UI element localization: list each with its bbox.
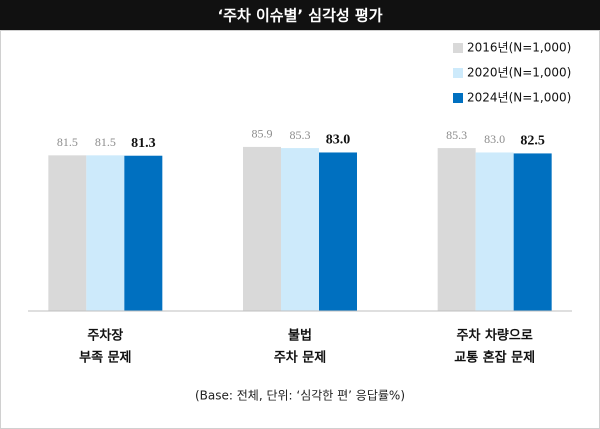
title-bar: [0, 0, 600, 30]
x-tick-label: 주차 문제: [274, 350, 326, 366]
value-label: 83.0: [326, 133, 351, 148]
value-label: 85.9: [252, 127, 273, 141]
bar: [86, 155, 125, 311]
legend-label: 2024년(N=1,000): [467, 91, 571, 105]
value-label: 81.3: [131, 136, 156, 151]
x-tick-label: 교통 혼잡 문제: [454, 350, 535, 366]
value-label: 85.3: [446, 128, 467, 142]
x-tick-label: 주차장: [87, 328, 123, 344]
value-label: 81.5: [95, 135, 116, 149]
legend-label: 2016년(N=1,000): [467, 41, 571, 55]
bar: [243, 146, 281, 311]
legend-swatch: [453, 43, 463, 53]
value-label: 82.5: [520, 134, 545, 149]
chart-title: ‘주차 이슈별’ 심각성 평가: [217, 7, 382, 25]
bar: [124, 155, 163, 311]
value-label: 85.3: [290, 128, 311, 142]
bar: [319, 152, 357, 311]
bar: [513, 153, 552, 311]
x-tick-label: 주차 차량으로: [457, 328, 533, 344]
bar: [437, 148, 476, 311]
x-tick-label: 불법: [288, 328, 312, 344]
legend-swatch: [453, 93, 463, 103]
note: (Base: 전체, 단위: ‘심각한 편’ 응답률%): [195, 389, 405, 403]
bar: [475, 152, 514, 311]
legend-label: 2020년(N=1,000): [467, 66, 571, 80]
x-tick-label: 부족 문제: [79, 351, 131, 366]
legend-swatch: [453, 68, 463, 78]
value-label: 83.0: [484, 132, 505, 146]
bar: [48, 155, 87, 311]
value-label: 81.5: [57, 135, 78, 149]
bar: [281, 148, 319, 311]
